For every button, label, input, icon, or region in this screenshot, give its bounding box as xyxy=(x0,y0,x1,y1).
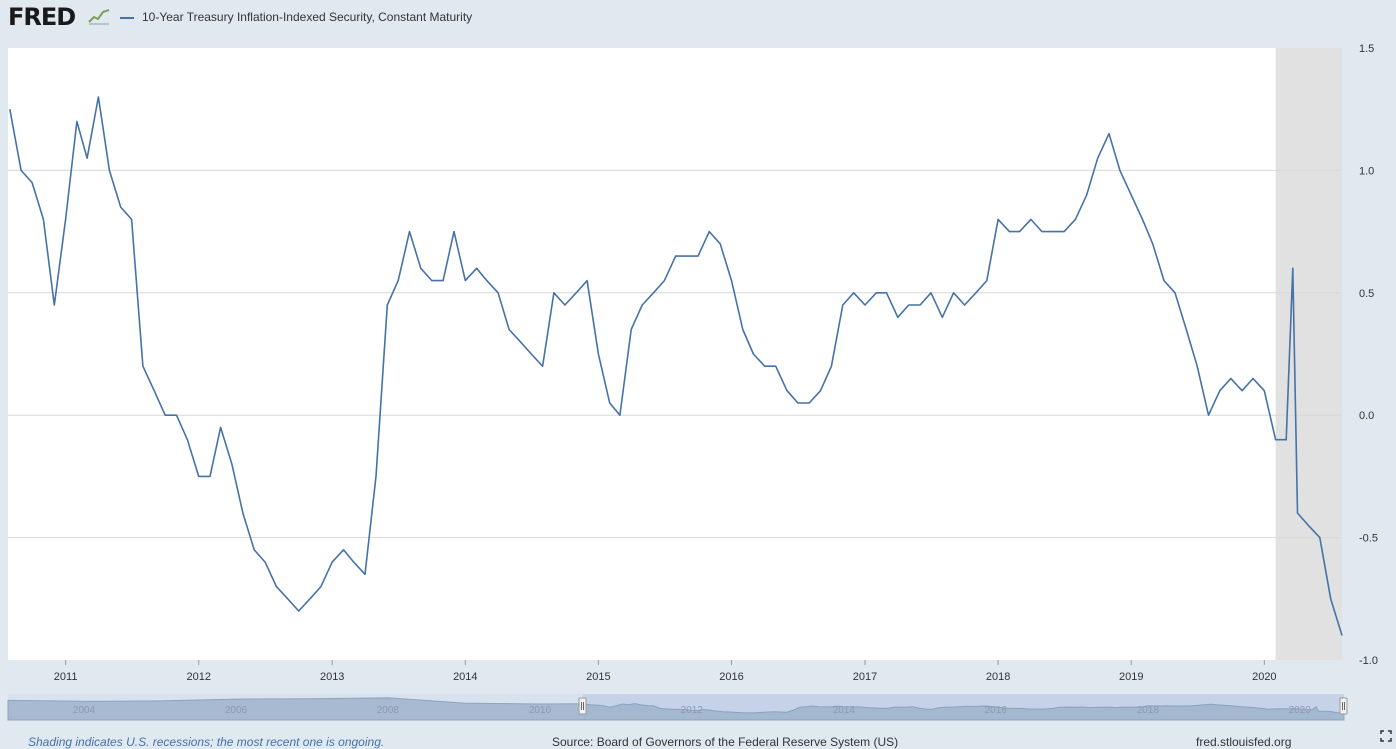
source-note: Source: Board of Governors of the Federa… xyxy=(552,735,899,749)
navigator-right-handle[interactable] xyxy=(1339,697,1348,715)
navigator-label: 2018 xyxy=(1137,705,1160,716)
y-tick-label: 1.5 xyxy=(1359,43,1374,55)
line-graph-icon xyxy=(88,7,110,25)
navigator-label: 2020 xyxy=(1289,705,1312,716)
y-tick-label: -0.5 xyxy=(1359,533,1378,545)
x-tick-label: 2020 xyxy=(1252,671,1276,683)
chart-footer: Shading indicates U.S. recessions; the m… xyxy=(0,733,1396,749)
navigator-label: 2014 xyxy=(833,705,856,716)
legend-label: 10-Year Treasury Inflation-Indexed Secur… xyxy=(142,10,473,24)
x-tick-label: 2012 xyxy=(186,671,210,683)
legend-swatch xyxy=(120,17,134,19)
recession-note: Shading indicates U.S. recessions; the m… xyxy=(28,735,385,749)
navigator-label: 2016 xyxy=(985,705,1008,716)
x-tick-label: 2016 xyxy=(719,671,743,683)
chart-header: FRED 10-Year Treasury Inflation-Indexed … xyxy=(0,0,1396,40)
fullscreen-icon[interactable] xyxy=(1380,730,1392,742)
x-tick-label: 2017 xyxy=(853,671,877,683)
plot-background xyxy=(8,48,1342,660)
chart-area[interactable]: 1.5 1.0 0.5 0.0 -0.5 -1.0 2011 2012 2013 2014 2015… xyxy=(0,40,1396,730)
x-tick-label: 2018 xyxy=(986,671,1010,683)
series-line xyxy=(9,96,1343,636)
recession-band xyxy=(1275,48,1342,660)
navigator-label: 2010 xyxy=(529,705,552,716)
navigator-label: 2004 xyxy=(73,705,96,716)
navigator-area xyxy=(7,697,1345,721)
y-tick-label: 0.5 xyxy=(1359,288,1374,300)
x-tick-label: 2015 xyxy=(586,671,610,683)
navigator-left-handle[interactable] xyxy=(578,697,587,715)
x-tick-label: 2014 xyxy=(453,671,477,683)
navigator-label: 2012 xyxy=(681,705,704,716)
fred-logo[interactable]: FRED xyxy=(8,3,76,31)
x-tick-label: 2019 xyxy=(1119,671,1143,683)
y-tick-label: 1.0 xyxy=(1359,165,1374,177)
y-tick-label: -1.0 xyxy=(1359,655,1378,667)
y-tick-label: 0.0 xyxy=(1359,410,1374,422)
navigator-label: 2008 xyxy=(377,705,400,716)
x-tick-label: 2013 xyxy=(320,671,344,683)
navigator-label: 2006 xyxy=(225,705,248,716)
x-tick-label: 2011 xyxy=(54,671,78,683)
site-link[interactable]: fred.stlouisfed.org xyxy=(1196,735,1292,749)
